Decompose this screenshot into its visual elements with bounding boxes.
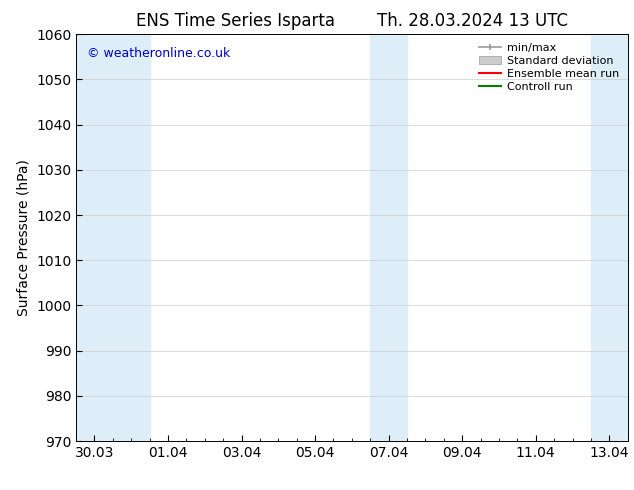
Title: ENS Time Series Isparta        Th. 28.03.2024 13 UTC: ENS Time Series Isparta Th. 28.03.2024 1…	[136, 12, 568, 30]
Text: © weatheronline.co.uk: © weatheronline.co.uk	[87, 47, 230, 59]
Bar	[370, 34, 407, 441]
Y-axis label: Surface Pressure (hPa): Surface Pressure (hPa)	[16, 159, 30, 316]
Bar	[591, 34, 628, 441]
Bar	[76, 34, 150, 441]
Legend: min/max, Standard deviation, Ensemble mean run, Controll run: min/max, Standard deviation, Ensemble me…	[476, 40, 622, 95]
